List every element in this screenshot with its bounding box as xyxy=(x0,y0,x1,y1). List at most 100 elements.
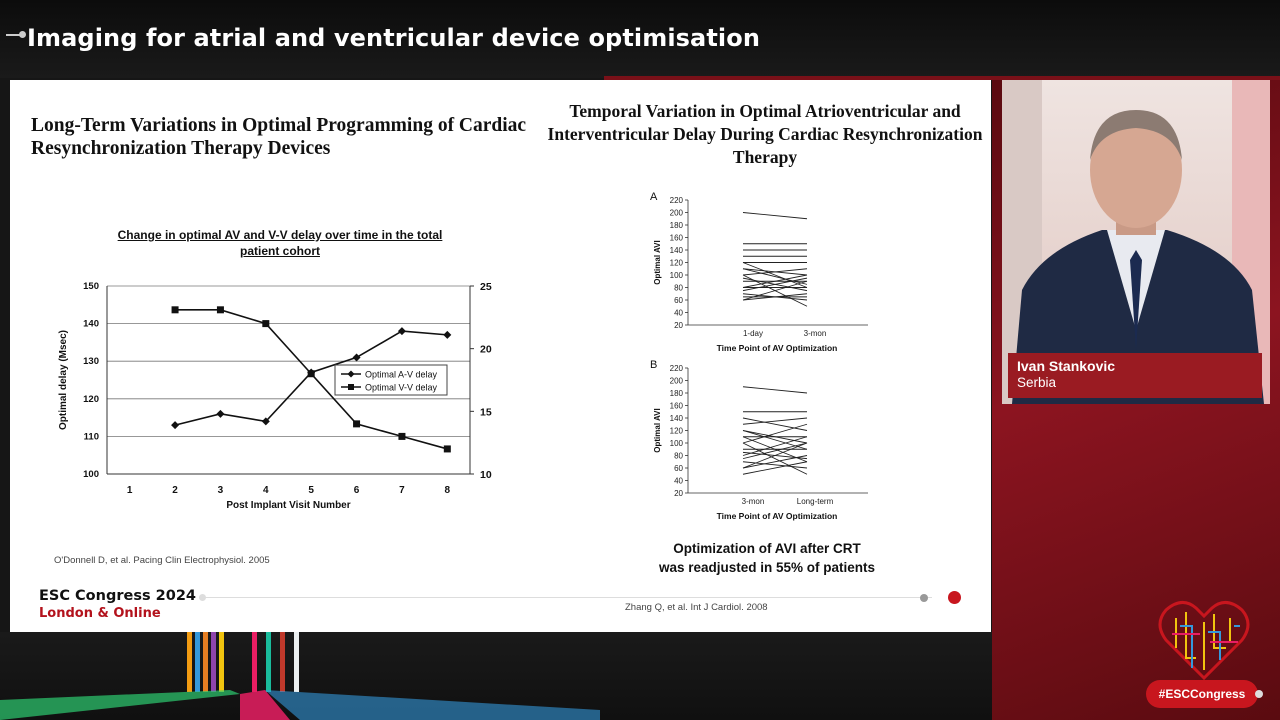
panel-label: B xyxy=(650,359,657,371)
y-tick-label: 150 xyxy=(83,281,99,292)
vv-delay-point xyxy=(216,306,224,314)
x-axis-label: Time Point of AV Optimization xyxy=(717,343,838,353)
decor-stripe xyxy=(294,632,299,692)
decor-stripe xyxy=(203,632,208,692)
y-tick-label: 180 xyxy=(670,221,684,230)
y-tick-label: 120 xyxy=(670,259,684,268)
x-tick-label: 6 xyxy=(354,485,360,496)
right-study-title: Temporal Variation in Optimal Atrioventr… xyxy=(547,101,983,167)
presentation-slide: Long-Term Variations in Optimal Programm… xyxy=(10,80,991,632)
vv-delay-point xyxy=(398,432,406,440)
patient-line xyxy=(742,442,808,475)
y-tick-label: 40 xyxy=(674,477,683,486)
y-tick-label: 80 xyxy=(674,452,683,461)
right-citation: Zhang Q, et al. Int J Cardiol. 2008 xyxy=(625,602,768,613)
slide-progress-track xyxy=(202,597,932,598)
y2-tick-label: 20 xyxy=(480,344,492,356)
patient-line xyxy=(742,436,808,456)
vv-delay-point xyxy=(307,370,315,378)
patient-line xyxy=(742,442,808,460)
top-title-bar: Imaging for atrial and ventricular devic… xyxy=(0,0,1280,78)
x-tick-label: 1 xyxy=(127,485,133,496)
x-tick-label: 3-mon xyxy=(804,329,827,338)
patient-line xyxy=(742,430,808,450)
x-tick-label: 2 xyxy=(172,485,178,496)
y-tick-label: 140 xyxy=(670,414,684,423)
progress-end-dot xyxy=(948,591,961,604)
y2-tick-label: 15 xyxy=(480,406,492,418)
speaker-country: Serbia xyxy=(1017,375,1057,390)
av-delay-point xyxy=(352,353,361,362)
x-tick-label: 7 xyxy=(399,485,405,496)
vv-delay-point xyxy=(262,320,270,328)
patient-line xyxy=(742,417,808,425)
y-tick-label: 200 xyxy=(670,209,684,218)
av-delay-point xyxy=(397,327,406,336)
y-tick-label: 80 xyxy=(674,284,683,293)
vv-delay-point xyxy=(353,420,361,428)
av-delay-point xyxy=(216,409,225,418)
decor-stripe xyxy=(195,632,200,692)
av-delay-point xyxy=(261,417,270,426)
av-delay-point xyxy=(171,421,180,430)
y-tick-label: 160 xyxy=(670,402,684,411)
patient-line xyxy=(742,386,808,394)
patient-line xyxy=(742,277,808,292)
patient-line xyxy=(742,212,808,220)
y-tick-label: 180 xyxy=(670,389,684,398)
decor-rays xyxy=(0,690,600,720)
speaker-lower-third: Ivan Stankovic Serbia xyxy=(1008,353,1262,398)
session-title: Imaging for atrial and ventricular devic… xyxy=(27,24,761,52)
patient-line xyxy=(742,461,808,469)
legend-label: Optimal A-V delay xyxy=(365,370,438,380)
y-tick-label: 20 xyxy=(674,321,683,330)
y-axis-label: Optimal AVI xyxy=(653,240,662,284)
y-tick-label: 100 xyxy=(83,469,99,480)
x-tick-label: 5 xyxy=(308,485,314,496)
decor-stripe xyxy=(219,632,224,692)
summary-text: Optimization of AVI after CRT was readju… xyxy=(627,539,907,577)
hashtag-dot xyxy=(1255,690,1263,698)
y-tick-label: 60 xyxy=(674,296,683,305)
left-study-title: Long-Term Variations in Optimal Programm… xyxy=(31,115,527,159)
progress-mid-dot xyxy=(920,594,928,602)
y-tick-label: 130 xyxy=(83,356,99,367)
legend-label: Optimal V-V delay xyxy=(365,383,438,393)
av-delay-point xyxy=(443,330,452,339)
y-tick-label: 100 xyxy=(670,271,684,280)
x-tick-label: 4 xyxy=(263,485,269,496)
hashtag-badge: #ESCCongress xyxy=(1146,680,1258,708)
av-vv-delay-chart: 100 110 120 130 140 150 10 15 20 25 1 2 3 4 5 6 7 8 Post I… xyxy=(58,281,492,511)
accent-line xyxy=(604,76,1280,80)
legend-marker xyxy=(347,370,355,378)
y-tick-label: 160 xyxy=(670,234,684,243)
x-tick-label: Long-term xyxy=(797,497,834,506)
left-chart-title: Change in optimal AV and V-V delay over … xyxy=(117,228,443,258)
vv-delay-point xyxy=(171,306,179,314)
y-tick-label: 220 xyxy=(670,364,684,373)
y-tick-label: 110 xyxy=(84,431,99,442)
vv-delay-point xyxy=(443,445,451,453)
panel-b-chart: B 20 40 60 80 100 120 140 160 180 200 220 3-mon Long-… xyxy=(650,359,868,521)
y-tick-label: 120 xyxy=(670,427,684,436)
patient-line xyxy=(742,442,808,469)
patient-line xyxy=(742,274,808,288)
y-tick-label: 220 xyxy=(670,196,684,205)
decor-stripe xyxy=(187,632,192,692)
patient-line xyxy=(742,262,808,288)
x-tick-label: 8 xyxy=(445,485,451,496)
patient-line xyxy=(742,461,808,475)
esc-brand: ESC Congress 2024 London & Online xyxy=(39,588,196,622)
patient-line xyxy=(742,280,808,301)
esc-heart-logo xyxy=(1158,601,1250,681)
brand-location: London & Online xyxy=(39,606,161,621)
x-tick-label: 3-mon xyxy=(742,497,765,506)
patient-line xyxy=(742,268,808,285)
y-axis-label: Optimal AVI xyxy=(653,408,662,452)
y-tick-label: 60 xyxy=(674,464,683,473)
y-tick-label: 40 xyxy=(674,309,683,318)
decor-stripe xyxy=(280,632,285,692)
patient-line xyxy=(742,417,808,431)
title-bullet-icon xyxy=(6,31,26,38)
patient-line xyxy=(742,423,808,444)
